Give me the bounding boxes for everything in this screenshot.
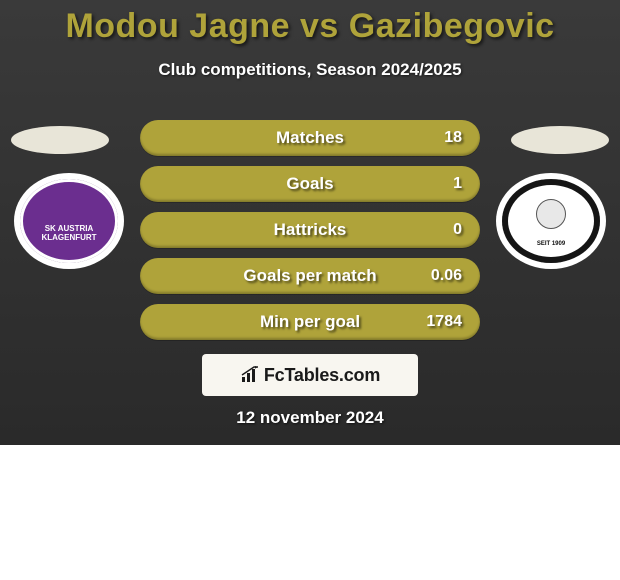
player2-name: Gazibegovic [349,7,555,45]
stat-value: 0.06 [431,267,462,285]
stat-row: Goals per match 0.06 [140,258,480,294]
stat-value: 0 [453,221,462,239]
ball-icon [536,199,566,229]
chart-icon [240,366,260,384]
stat-label: Goals per match [243,266,376,286]
stat-label: Hattricks [274,220,347,240]
stat-row: Matches 18 [140,120,480,156]
player2-country-ellipse [511,126,609,154]
date-text: 12 november 2024 [0,408,620,428]
stat-row: Goals 1 [140,166,480,202]
stat-value: 1 [453,175,462,193]
stat-row: Min per goal 1784 [140,304,480,340]
stat-label: Goals [286,174,333,194]
vs-text: vs [290,7,349,45]
stats-list: Matches 18 Goals 1 Hattricks 0 Goals per… [140,120,480,350]
player1-country-ellipse [11,126,109,154]
stat-row: Hattricks 0 [140,212,480,248]
stat-label: Matches [276,128,344,148]
page-title: Modou Jagne vs Gazibegovic [0,7,620,46]
club-badge-left: SK AUSTRIA KLAGENFURT [20,179,118,263]
branding-text: FcTables.com [264,365,380,386]
club-badge-left-label: SK AUSTRIA KLAGENFURT [41,225,96,243]
stat-label: Min per goal [260,312,360,332]
club-badge-right-label: SEIT 1909 [502,241,600,247]
comparison-card: Modou Jagne vs Gazibegovic Club competit… [0,0,620,445]
branding-badge[interactable]: FcTables.com [202,354,418,396]
stat-value: 18 [444,129,462,147]
player1-name: Modou Jagne [65,7,290,45]
subtitle: Club competitions, Season 2024/2025 [0,60,620,80]
stat-value: 1784 [426,313,462,331]
club-badge-right: SEIT 1909 [502,179,600,263]
